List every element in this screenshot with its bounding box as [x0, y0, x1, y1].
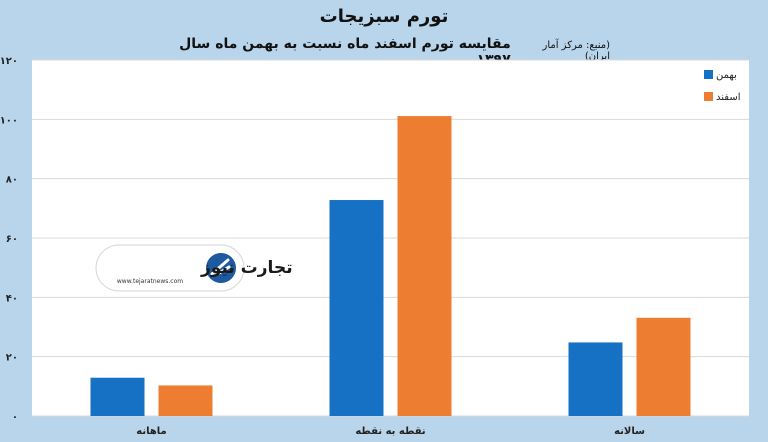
x-category-label: سالانه: [614, 426, 645, 437]
y-tick-label: ۸۰: [6, 175, 18, 186]
watermark-badge: [95, 244, 245, 292]
legend-label: بهمن: [716, 70, 737, 81]
logo-arrow-icon: [210, 258, 231, 277]
legend-label: اسفند: [716, 92, 740, 103]
bar: [397, 116, 452, 416]
chart-title: تورم سبزیجات: [319, 6, 449, 27]
y-tick-label: ۱۲۰: [0, 56, 18, 67]
y-tick-label: ۰: [12, 412, 18, 423]
bar: [329, 200, 384, 416]
y-tick-label: ۴۰: [6, 293, 18, 304]
bar: [158, 385, 213, 416]
bar: [90, 377, 145, 416]
y-tick-label: ۶۰: [6, 234, 18, 245]
y-tick-label: ۱۰۰: [0, 115, 18, 126]
y-axis-ticks: ۰ ۲۰ ۴۰ ۶۰ ۸۰ ۱۰۰ ۱۲۰: [0, 56, 18, 423]
watermark-logo-text: تجارت نیوز: [200, 258, 293, 278]
bar: [568, 342, 623, 416]
chart-source: (منبع: مرکز آمار ایران): [542, 40, 610, 62]
legend-swatch: [704, 92, 713, 101]
bars: [90, 116, 691, 416]
bar: [636, 317, 691, 416]
legend: بهمن اسفند: [704, 70, 740, 103]
x-axis-categories: ماهانه نقطه به نقطه سالانه: [136, 426, 645, 437]
legend-swatch: [704, 70, 713, 79]
watermark-url: www.tejaratnews.com: [117, 278, 183, 285]
x-category-label: نقطه به نقطه: [355, 426, 425, 437]
y-tick-label: ۲۰: [6, 353, 18, 364]
watermark: تجارت نیوز www.tejaratnews.com: [95, 244, 293, 292]
gridlines: [32, 59, 749, 417]
x-category-label: ماهانه: [136, 426, 166, 437]
